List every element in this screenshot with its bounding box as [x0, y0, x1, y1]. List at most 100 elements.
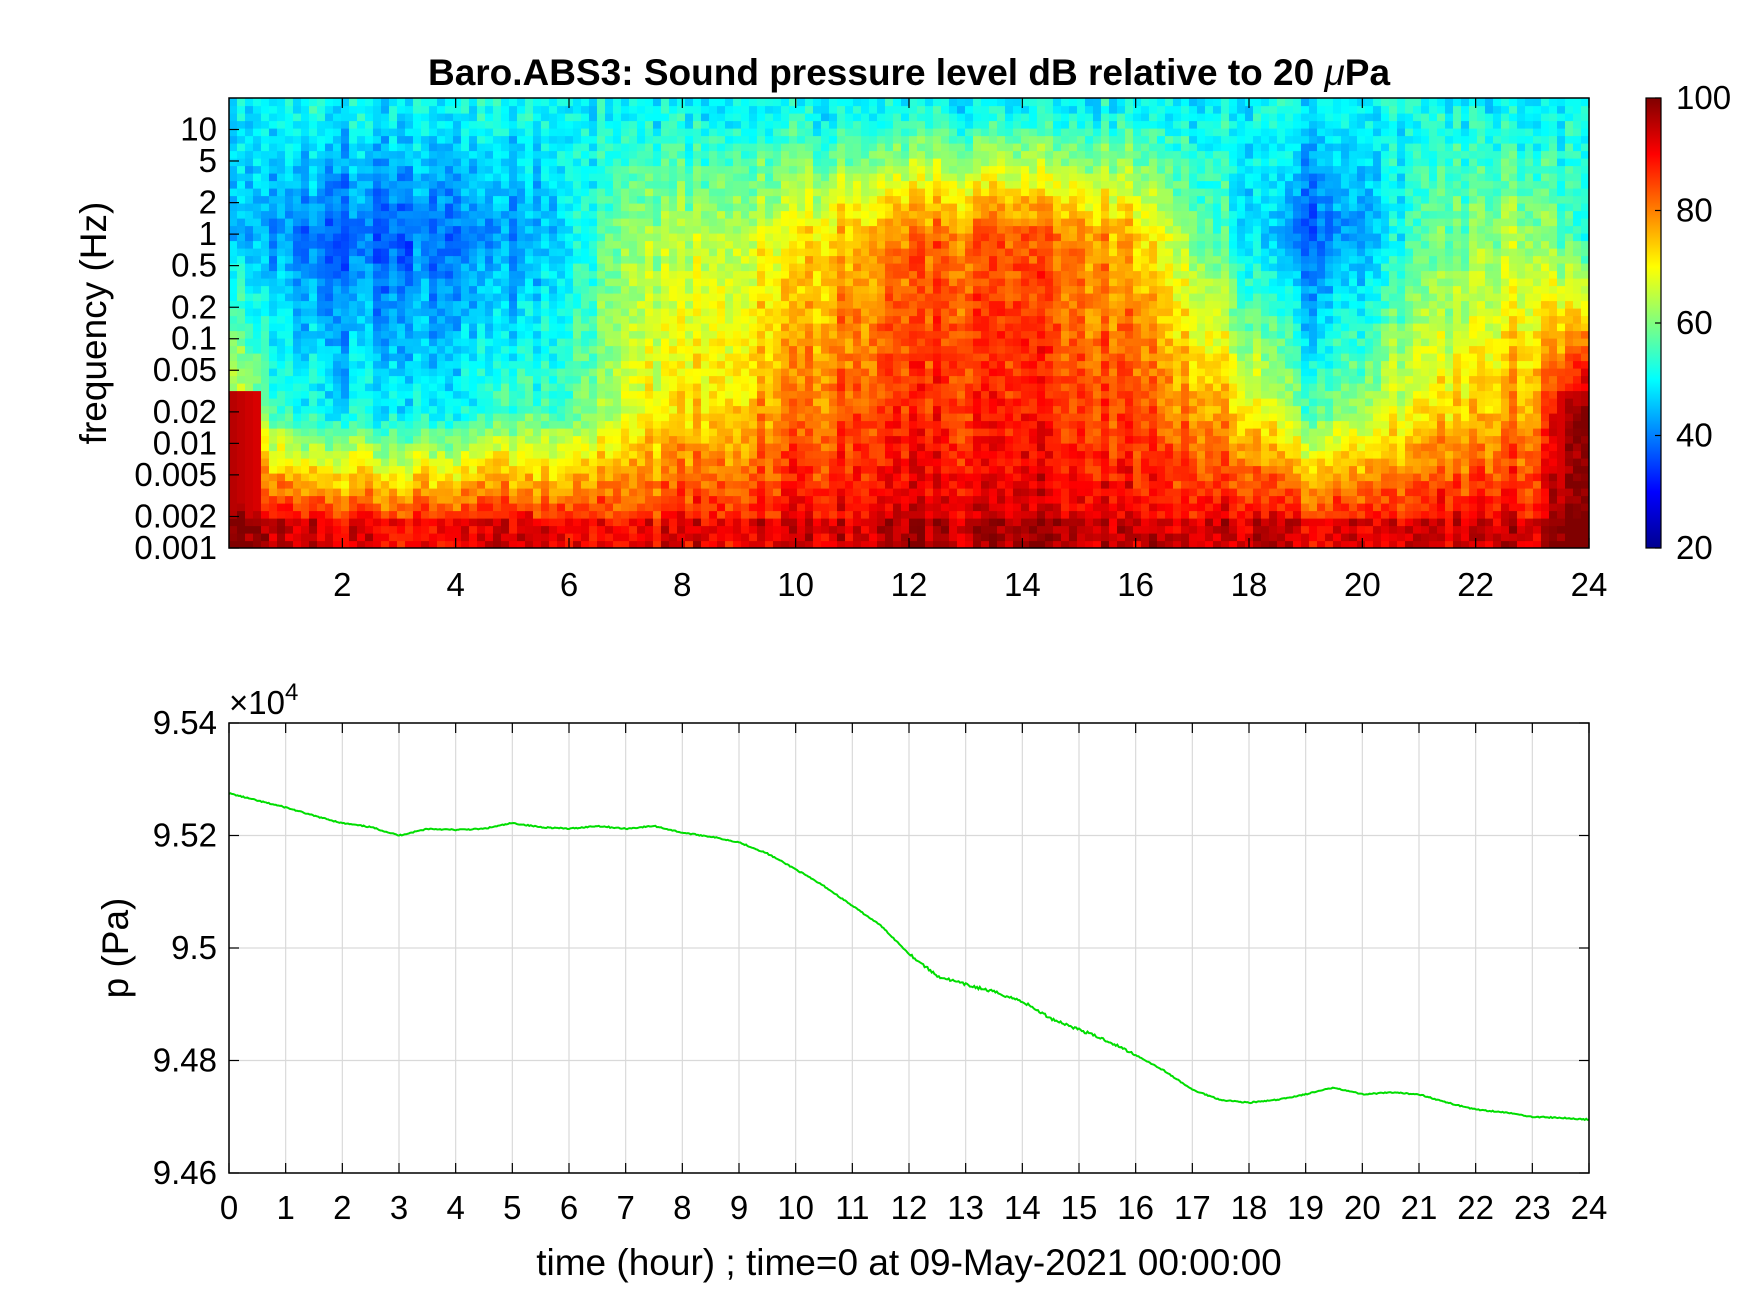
- spectrogram-cell: [693, 383, 702, 392]
- spectrogram-cell: [845, 338, 854, 347]
- spectrogram-cell: [765, 233, 774, 242]
- spectrogram-cell: [621, 533, 630, 542]
- spectrogram-cell: [781, 353, 790, 362]
- spectrogram-cell: [645, 135, 654, 144]
- spectrogram-cell: [869, 308, 878, 317]
- spectrogram-cell: [733, 353, 742, 362]
- spectrogram-cell: [653, 255, 662, 264]
- spectrogram-cell: [837, 405, 846, 414]
- spectrogram-cell: [757, 270, 766, 279]
- spectrogram-cell: [229, 435, 238, 444]
- spectrogram-cell: [493, 180, 502, 189]
- spectrogram-cell: [813, 525, 822, 534]
- spectrogram-cell: [261, 173, 270, 182]
- spectrogram-cell: [229, 300, 238, 309]
- spectrogram-cell: [229, 375, 238, 384]
- spectrogram-cell: [357, 353, 366, 362]
- spectrogram-cell: [685, 285, 694, 294]
- spectrogram-cell: [837, 488, 846, 497]
- spectrogram-cell: [485, 390, 494, 399]
- spectrogram-cell: [789, 360, 798, 369]
- spectrogram-cell: [325, 218, 334, 227]
- spectrogram-cell: [789, 338, 798, 347]
- spectrogram-cell: [693, 203, 702, 212]
- spectrogram-cell: [573, 338, 582, 347]
- spectrogram-cell: [269, 135, 278, 144]
- spectrogram-cell: [877, 173, 886, 182]
- spectrogram-cell: [717, 135, 726, 144]
- spectrogram-cell: [365, 248, 374, 257]
- spectrogram-cell: [421, 270, 430, 279]
- spectrogram-cell: [325, 158, 334, 167]
- spectrogram-cell: [765, 338, 774, 347]
- spectrogram-cell: [405, 405, 414, 414]
- spectrogram-cell: [429, 345, 438, 354]
- spectrogram-cell: [261, 398, 270, 407]
- spectrogram-cell: [725, 278, 734, 287]
- spectrogram-cell: [517, 105, 526, 114]
- spectrogram-cell: [637, 218, 646, 227]
- spectrogram-cell: [685, 525, 694, 534]
- spectrogram-cell: [461, 488, 470, 497]
- spectrogram-cell: [837, 398, 846, 407]
- spectrogram-cell: [877, 330, 886, 339]
- spectrogram-cell: [485, 180, 494, 189]
- spectrogram-cell: [685, 495, 694, 504]
- spectrogram-cell: [293, 495, 302, 504]
- spectrogram-cell: [605, 443, 614, 452]
- spectrogram-cell: [685, 278, 694, 287]
- spectrogram-cell: [245, 218, 254, 227]
- spectrogram-cell: [277, 338, 286, 347]
- spectrogram-cell: [621, 210, 630, 219]
- spectrogram-cell: [269, 165, 278, 174]
- spectrogram-cell: [493, 540, 502, 548]
- spectrogram-cell: [837, 98, 846, 107]
- spectrogram-cell: [573, 330, 582, 339]
- spectrogram-cell: [325, 525, 334, 534]
- spectrogram-cell: [413, 188, 422, 197]
- spectrogram-cell: [533, 195, 542, 204]
- spectrogram-cell: [613, 293, 622, 302]
- spectrogram-cell: [637, 518, 646, 527]
- spectrogram-cell: [397, 180, 406, 189]
- spectrogram-cell: [685, 203, 694, 212]
- spectrogram-cell: [741, 150, 750, 159]
- spectrogram-cell: [445, 360, 454, 369]
- spectrogram-cell: [349, 383, 358, 392]
- spectrogram-cell: [789, 450, 798, 459]
- spectrogram-cell: [573, 225, 582, 234]
- spectrogram-cell: [621, 135, 630, 144]
- spectrogram-cell: [789, 495, 798, 504]
- spectrogram-cell: [741, 158, 750, 167]
- spectrogram-cell: [277, 105, 286, 114]
- spectrogram-cell: [837, 188, 846, 197]
- spectrogram-cell: [445, 473, 454, 482]
- spectrogram-cell: [453, 143, 462, 152]
- spectrogram-cell: [805, 540, 814, 548]
- spectrogram-cell: [885, 338, 894, 347]
- spectrogram-cell: [261, 165, 270, 174]
- spectrogram-cell: [365, 143, 374, 152]
- spectrogram-cell: [597, 278, 606, 287]
- spectrogram-cell: [405, 353, 414, 362]
- spectrogram-cell: [717, 188, 726, 197]
- spectrogram-cell: [237, 540, 246, 548]
- spectrogram-cell: [629, 113, 638, 122]
- spectrogram-cell: [325, 383, 334, 392]
- spectrogram-cell: [261, 383, 270, 392]
- spectrogram-cell: [637, 150, 646, 159]
- spectrogram-cell: [597, 218, 606, 227]
- spectrogram-cell: [405, 98, 414, 107]
- spectrogram-cell: [293, 443, 302, 452]
- spectrogram-cell: [573, 308, 582, 317]
- spectrogram-cell: [629, 480, 638, 489]
- spectrogram-cell: [445, 173, 454, 182]
- spectrogram-cell: [445, 405, 454, 414]
- spectrogram-cell: [485, 345, 494, 354]
- spectrogram-cell: [701, 435, 710, 444]
- spectrogram-cell: [293, 165, 302, 174]
- spectrogram-cell: [813, 278, 822, 287]
- spectrogram-cell: [365, 518, 374, 527]
- spectrogram-cell: [637, 413, 646, 422]
- spectrogram-cell: [637, 143, 646, 152]
